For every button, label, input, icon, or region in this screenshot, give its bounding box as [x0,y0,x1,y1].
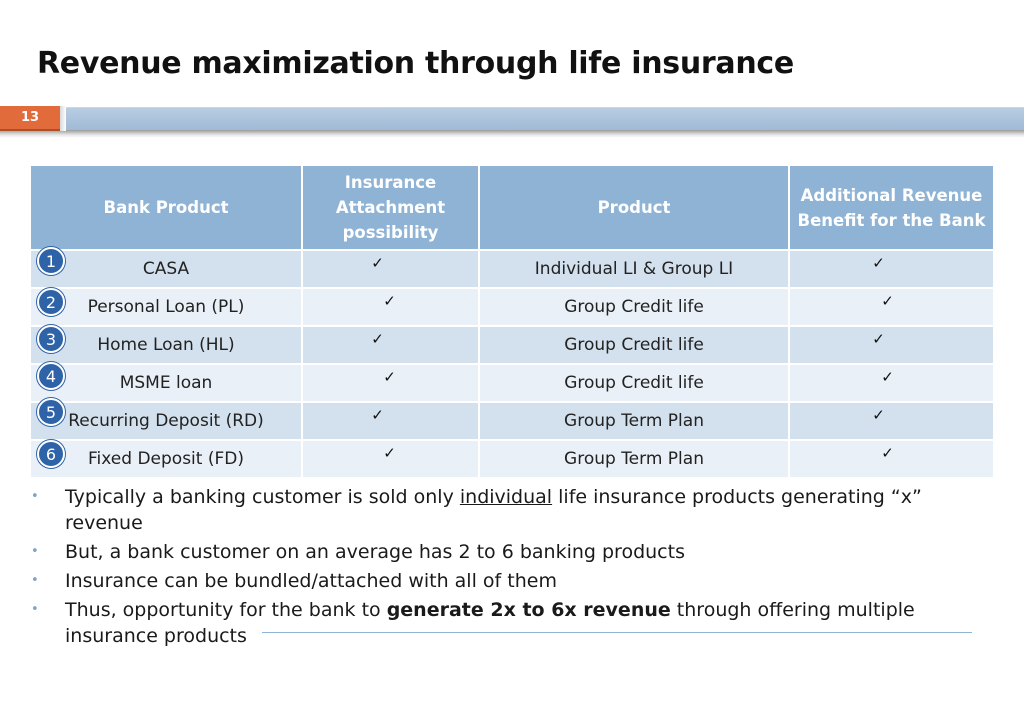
bullet-item: • Typically a banking customer is sold o… [28,484,968,536]
attachment-cell: ✓ [302,250,480,289]
table-row: MSME loan ✓ Group Credit life ✓ [31,364,993,403]
product-cell: Group Term Plan [479,440,790,479]
bullet-text: But, a bank customer on an average has 2… [65,541,685,563]
footer-divider [262,632,972,633]
bank-product-cell: MSME loan [31,364,303,403]
bullet-item: • Insurance can be bundled/attached with… [28,568,968,594]
slide-title: Revenue maximization through life insura… [37,46,794,81]
product-cell: Group Credit life [479,326,790,365]
attachment-cell: ✓ [302,402,480,441]
row-number-badge: 4 [37,362,65,390]
attachment-cell: ✓ [302,326,480,365]
checkmark-icon: ✓ [383,292,396,310]
attachment-cell: ✓ [302,364,480,403]
checkmark-icon: ✓ [383,368,396,386]
product-cell: Group Credit life [479,288,790,327]
benefit-cell: ✓ [789,288,993,327]
bank-products-table: Bank Product Insurance Attachment possib… [31,166,993,479]
table-row: Fixed Deposit (FD) ✓ Group Term Plan ✓ [31,440,993,479]
header-bank-product: Bank Product [31,166,303,251]
bullet-marker: • [31,573,39,588]
checkmark-icon: ✓ [872,330,885,348]
checkmark-icon: ✓ [872,254,885,272]
benefit-cell: ✓ [789,440,993,479]
checkmark-icon: ✓ [383,444,396,462]
bullet-item: • Thus, opportunity for the bank to gene… [28,597,968,649]
checkmark-icon: ✓ [371,330,384,348]
header-insurance-attachment: Insurance Attachment possibility [302,166,480,251]
benefit-cell: ✓ [789,402,993,441]
row-number-badge: 1 [37,247,65,275]
benefit-cell: ✓ [789,326,993,365]
attachment-cell: ✓ [302,288,480,327]
checkmark-icon: ✓ [881,444,894,462]
bullet-text: Typically a banking customer is sold onl… [65,486,460,508]
bold-text: generate 2x to 6x revenue [386,599,671,621]
checkmark-icon: ✓ [371,254,384,272]
table-header-row: Bank Product Insurance Attachment possib… [31,166,993,251]
row-number-badge: 2 [37,288,65,316]
bank-product-cell: Home Loan (HL) [31,326,303,365]
slide-number: 13 [0,106,66,131]
bullet-text: Insurance can be bundled/attached with a… [65,570,557,592]
bank-product-cell: CASA [31,250,303,289]
bullet-text: through offering multiple insurance prod… [65,599,915,647]
attachment-cell: ✓ [302,440,480,479]
checkmark-icon: ✓ [872,406,885,424]
header-band-shadow [0,130,1024,138]
table-row: CASA ✓ Individual LI & Group LI ✓ [31,250,993,289]
product-cell: Individual LI & Group LI [479,250,790,289]
table-row: Recurring Deposit (RD) ✓ Group Term Plan… [31,402,993,441]
product-cell: Group Credit life [479,364,790,403]
benefit-cell: ✓ [789,250,993,289]
header-product: Product [479,166,790,251]
checkmark-icon: ✓ [881,292,894,310]
product-cell: Group Term Plan [479,402,790,441]
table-row: Home Loan (HL) ✓ Group Credit life ✓ [31,326,993,365]
bullet-item: • But, a bank customer on an average has… [28,539,968,565]
bullet-text: life insurance products generating “x” r… [65,486,922,534]
bullet-list: • Typically a banking customer is sold o… [28,484,968,652]
benefit-cell: ✓ [789,364,993,403]
checkmark-icon: ✓ [881,368,894,386]
row-number-badge: 5 [37,398,65,426]
row-number-badge: 6 [37,440,65,468]
underlined-text: individual [459,486,553,508]
row-number-badge: 3 [37,325,65,353]
bank-product-cell: Fixed Deposit (FD) [31,440,303,479]
checkmark-icon: ✓ [371,406,384,424]
bullet-marker: • [31,489,39,504]
header-additional-revenue: Additional Revenue Benefit for the Bank [789,166,993,251]
bank-product-cell: Recurring Deposit (RD) [31,402,303,441]
bank-product-cell: Personal Loan (PL) [31,288,303,327]
bullet-marker: • [31,602,39,617]
bullet-marker: • [31,544,39,559]
table-row: Personal Loan (PL) ✓ Group Credit life ✓ [31,288,993,327]
bullet-text: Thus, opportunity for the bank to [65,599,387,621]
